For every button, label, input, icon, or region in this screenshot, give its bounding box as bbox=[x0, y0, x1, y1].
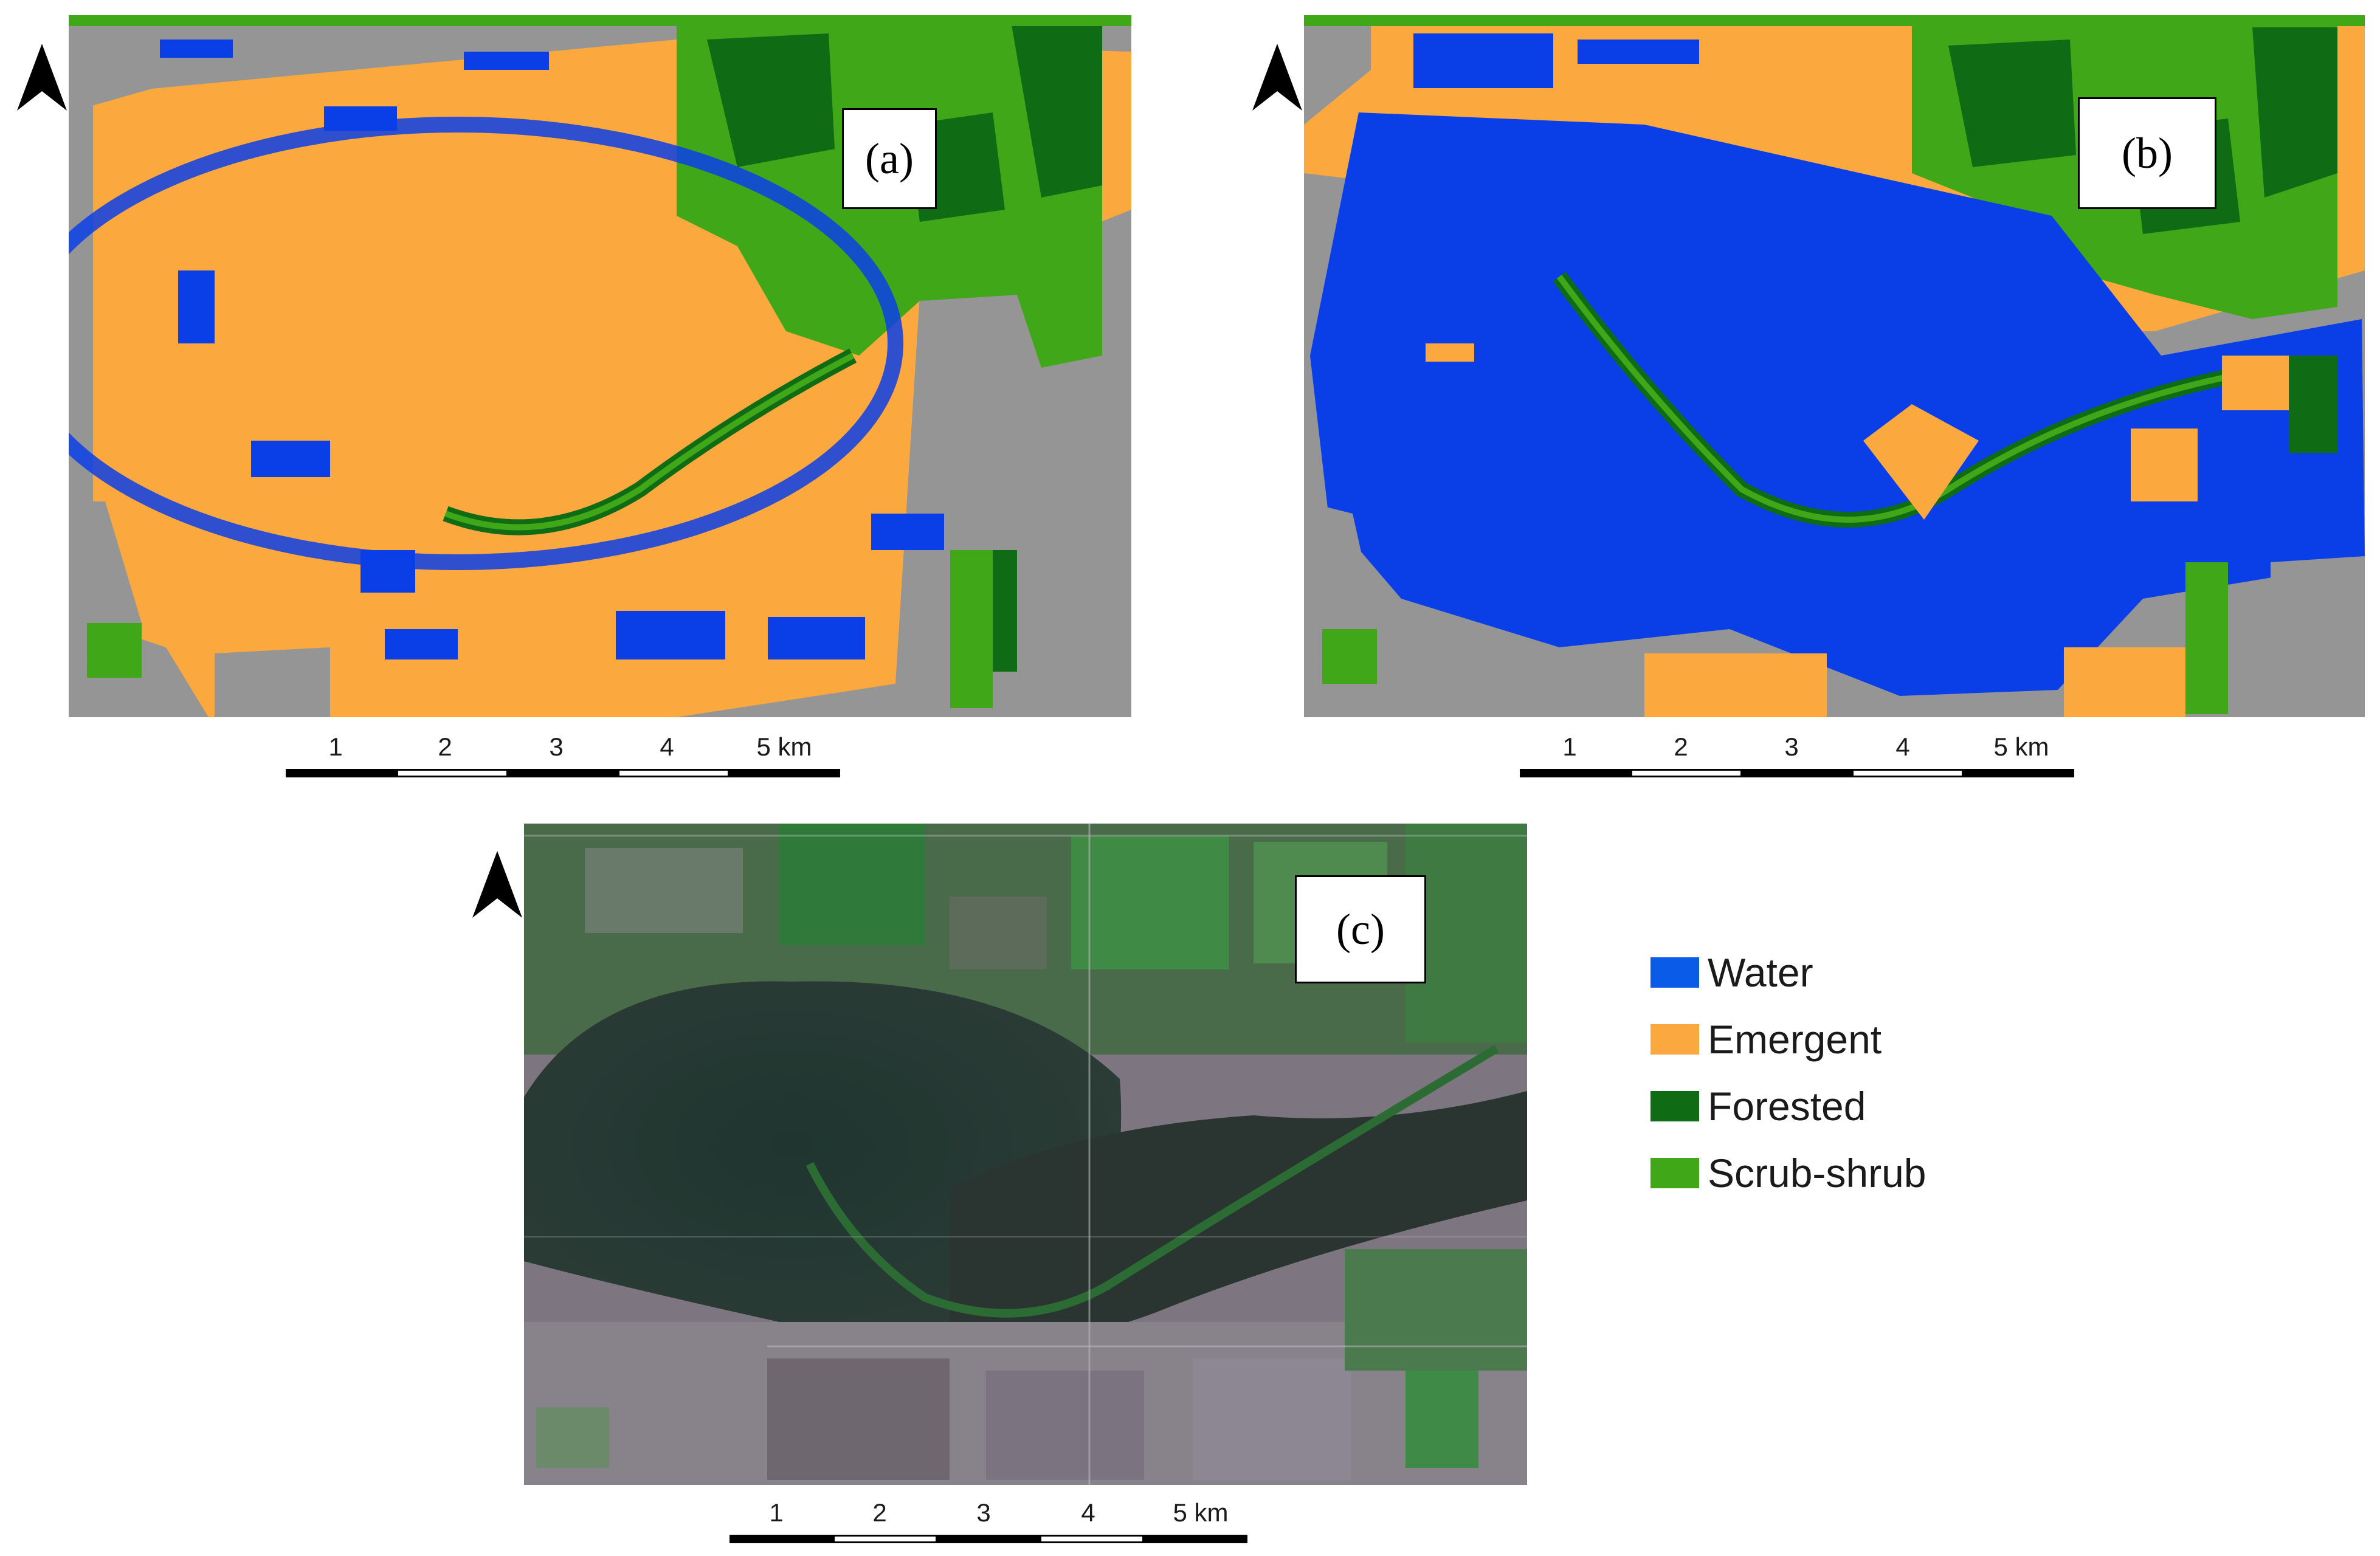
legend-item-emergent: Emergent bbox=[1650, 1006, 1991, 1073]
legend-label: Scrub-shrub bbox=[1708, 1151, 1926, 1196]
scale-tick: 4 bbox=[1895, 732, 1910, 761]
scale-segment bbox=[286, 769, 398, 777]
scale-segment bbox=[833, 1535, 937, 1543]
legend-label: Emergent bbox=[1708, 1017, 1882, 1062]
scale-segment bbox=[730, 1535, 834, 1543]
scale-tick: 2 bbox=[872, 1498, 887, 1527]
scale-segment bbox=[1741, 769, 1853, 777]
classified-map-b bbox=[1304, 15, 2365, 717]
scale-segment bbox=[1852, 769, 1964, 777]
legend-swatch bbox=[1650, 957, 1699, 988]
scale-tick: 4 bbox=[660, 732, 674, 761]
scale-tick: 3 bbox=[1784, 732, 1799, 761]
legend-label: Forested bbox=[1708, 1084, 1866, 1129]
scale-tick: 2 bbox=[438, 732, 452, 761]
scale-segment bbox=[1040, 1535, 1144, 1543]
scale-tick: 3 bbox=[976, 1498, 991, 1527]
scale-segment bbox=[1143, 1535, 1247, 1543]
scale-tick: 3 bbox=[549, 732, 564, 761]
scale-tick: 5 km bbox=[1993, 732, 2049, 761]
scale-bar-c: 1 2 3 4 5 km bbox=[730, 1498, 1284, 1547]
satellite-imagery bbox=[524, 824, 1527, 1485]
scale-segment bbox=[1520, 769, 1632, 777]
scale-segment bbox=[1630, 769, 1742, 777]
panel-label-c: (c) bbox=[1295, 875, 1426, 983]
legend-item-forested: Forested bbox=[1650, 1073, 1991, 1140]
map-panel-b bbox=[1304, 15, 2365, 717]
scale-segment bbox=[936, 1535, 1041, 1543]
satellite-image-c bbox=[524, 824, 1527, 1485]
scale-segment bbox=[618, 769, 730, 777]
legend-swatch bbox=[1650, 1024, 1699, 1055]
scale-bar-b: 1 2 3 4 5 km bbox=[1520, 732, 2074, 781]
legend: Water Emergent Forested Scrub-shrub bbox=[1650, 939, 1991, 1207]
scale-segment bbox=[507, 769, 619, 777]
panel-label-a: (a) bbox=[842, 108, 937, 209]
north-arrow-icon bbox=[17, 44, 67, 111]
scale-tick: 1 bbox=[328, 732, 343, 761]
scale-tick: 5 km bbox=[756, 732, 812, 761]
scale-bar-a: 1 2 3 4 5 km bbox=[286, 732, 840, 781]
legend-item-scrub-shrub: Scrub-shrub bbox=[1650, 1140, 1991, 1207]
classified-map-a bbox=[69, 15, 1131, 717]
scale-tick: 2 bbox=[1674, 732, 1688, 761]
scale-tick: 5 km bbox=[1173, 1498, 1229, 1527]
north-arrow-icon bbox=[1252, 44, 1302, 111]
legend-swatch bbox=[1650, 1158, 1699, 1188]
legend-swatch bbox=[1650, 1091, 1699, 1121]
map-panel-a bbox=[69, 15, 1131, 717]
scale-segment bbox=[728, 769, 840, 777]
scale-tick: 1 bbox=[1562, 732, 1577, 761]
scale-segment bbox=[1962, 769, 2074, 777]
scale-tick: 4 bbox=[1081, 1498, 1095, 1527]
scale-tick: 1 bbox=[769, 1498, 784, 1527]
legend-label: Water bbox=[1708, 950, 1813, 995]
scale-segment bbox=[396, 769, 508, 777]
legend-item-water: Water bbox=[1650, 939, 1991, 1006]
panel-label-b: (b) bbox=[2078, 97, 2216, 209]
north-arrow-icon bbox=[472, 851, 522, 918]
